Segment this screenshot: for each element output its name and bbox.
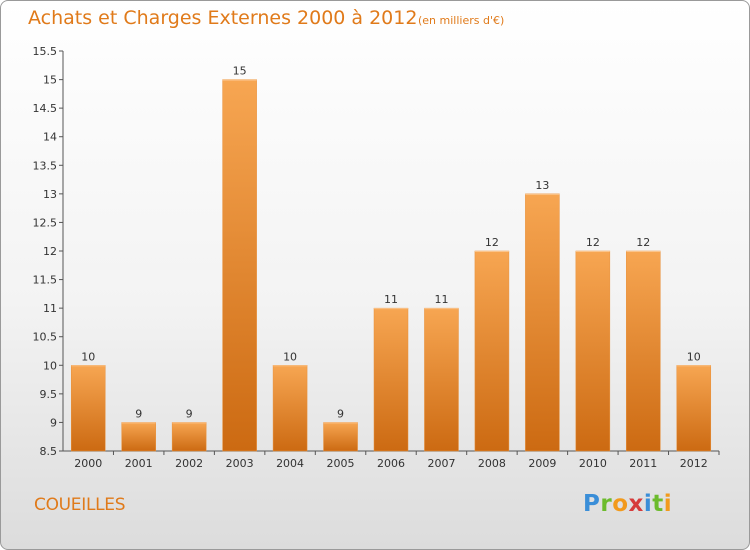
bar-2003 (222, 79, 257, 452)
value-label-2010: 12 (586, 236, 600, 249)
x-tick-label: 2006 (377, 457, 405, 470)
y-tick-label: 15 (43, 74, 57, 87)
bar-2009 (525, 193, 560, 452)
value-label-2007: 11 (434, 293, 448, 306)
commune-name: COUEILLES (34, 495, 126, 515)
y-tick-label: 13.5 (33, 159, 58, 172)
value-label-2009: 13 (535, 179, 549, 192)
x-tick-label: 2002 (175, 457, 203, 470)
bar-2000 (70, 365, 106, 452)
bar-2006 (373, 307, 409, 452)
x-tick-label: 2004 (276, 457, 304, 470)
value-label-2002: 9 (186, 407, 193, 420)
y-tick-label: 14 (43, 131, 57, 144)
y-tick-label: 8.5 (40, 445, 58, 458)
x-tick-label: 2009 (528, 457, 556, 470)
chart-subtitle: (en milliers d'€) (418, 14, 505, 27)
bar-2012 (676, 365, 712, 452)
y-tick-label: 9.5 (40, 388, 58, 401)
value-label-2000: 10 (81, 350, 95, 363)
value-label-2008: 12 (485, 236, 499, 249)
x-tick-label: 2000 (74, 457, 102, 470)
x-tick-label: 2010 (579, 457, 607, 470)
value-label-2005: 9 (337, 407, 344, 420)
x-tick-label: 2005 (327, 457, 355, 470)
y-tick-label: 11 (43, 302, 57, 315)
y-tick-label: 11.5 (33, 274, 58, 287)
y-tick-label: 14.5 (33, 102, 58, 115)
bar-2007 (424, 307, 459, 452)
value-label-2011: 12 (636, 236, 650, 249)
chart-bars (70, 79, 712, 452)
bar-2001 (121, 422, 156, 452)
chart-labels: 10 2000 9 2001 9 2002 15 2003 10 2004 9 2005 11 2006 1… (74, 65, 708, 470)
x-tick-label: 2008 (478, 457, 506, 470)
value-label-2004: 10 (283, 350, 297, 363)
proxiti-logo[interactable]: Proxiti (583, 491, 673, 517)
y-tick-label: 12 (43, 245, 57, 258)
bar-2005 (323, 422, 358, 452)
bar-2011 (626, 250, 661, 452)
y-tick-label: 9 (50, 416, 57, 429)
bar-2008 (474, 250, 510, 452)
value-label-2006: 11 (384, 293, 398, 306)
y-tick-label: 12.5 (33, 216, 58, 229)
x-tick-label: 2012 (680, 457, 708, 470)
x-tick-label: 2003 (226, 457, 254, 470)
x-tick-label: 2011 (629, 457, 657, 470)
value-label-2003: 15 (233, 65, 247, 78)
value-label-2012: 10 (687, 350, 701, 363)
y-tick-label: 15.5 (33, 45, 58, 58)
chart-title: Achats et Charges Externes 2000 à 2012 (28, 7, 418, 29)
value-label-2001: 9 (135, 407, 142, 420)
y-tick-label: 13 (43, 188, 57, 201)
y-tick-label: 10 (43, 359, 57, 372)
bar-2002 (171, 422, 207, 452)
x-tick-label: 2007 (427, 457, 455, 470)
bar-2004 (272, 365, 308, 452)
bar-2010 (575, 250, 611, 452)
y-tick-label: 10.5 (33, 331, 58, 344)
x-tick-label: 2001 (125, 457, 153, 470)
